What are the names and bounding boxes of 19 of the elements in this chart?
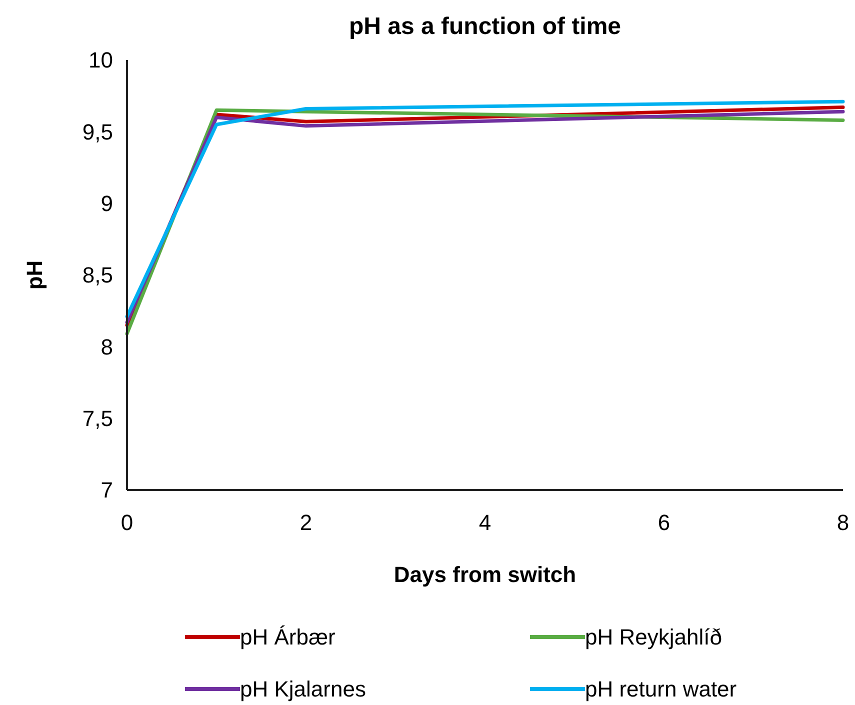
y-tick-label: 8 [100, 334, 113, 360]
x-tick-label: 2 [300, 510, 312, 535]
legend-label: pH Reykjahlíð [585, 624, 722, 650]
y-tick-label: 7 [100, 478, 113, 503]
y-tick-label: 9 [100, 191, 113, 216]
x-tick-label: 6 [658, 510, 670, 535]
x-axis-title: Days from switch [394, 562, 576, 587]
y-tick-label: 7,5 [82, 406, 113, 432]
legend-label: pH Kjalarnes [240, 676, 366, 702]
y-tick-label: 10 [88, 48, 113, 73]
y-tick-label: 8,5 [82, 262, 113, 288]
legend-label: pH return water [585, 676, 737, 702]
chart-title: pH as a function of time [348, 13, 622, 40]
y-tick-label: 9,5 [82, 119, 113, 144]
legend-label: pH Árbær [240, 624, 336, 650]
x-tick-label: 8 [836, 510, 850, 535]
x-tick-label: 0 [120, 510, 134, 535]
x-tick-label: 4 [478, 510, 492, 535]
y-axis-title: pH [22, 260, 47, 290]
